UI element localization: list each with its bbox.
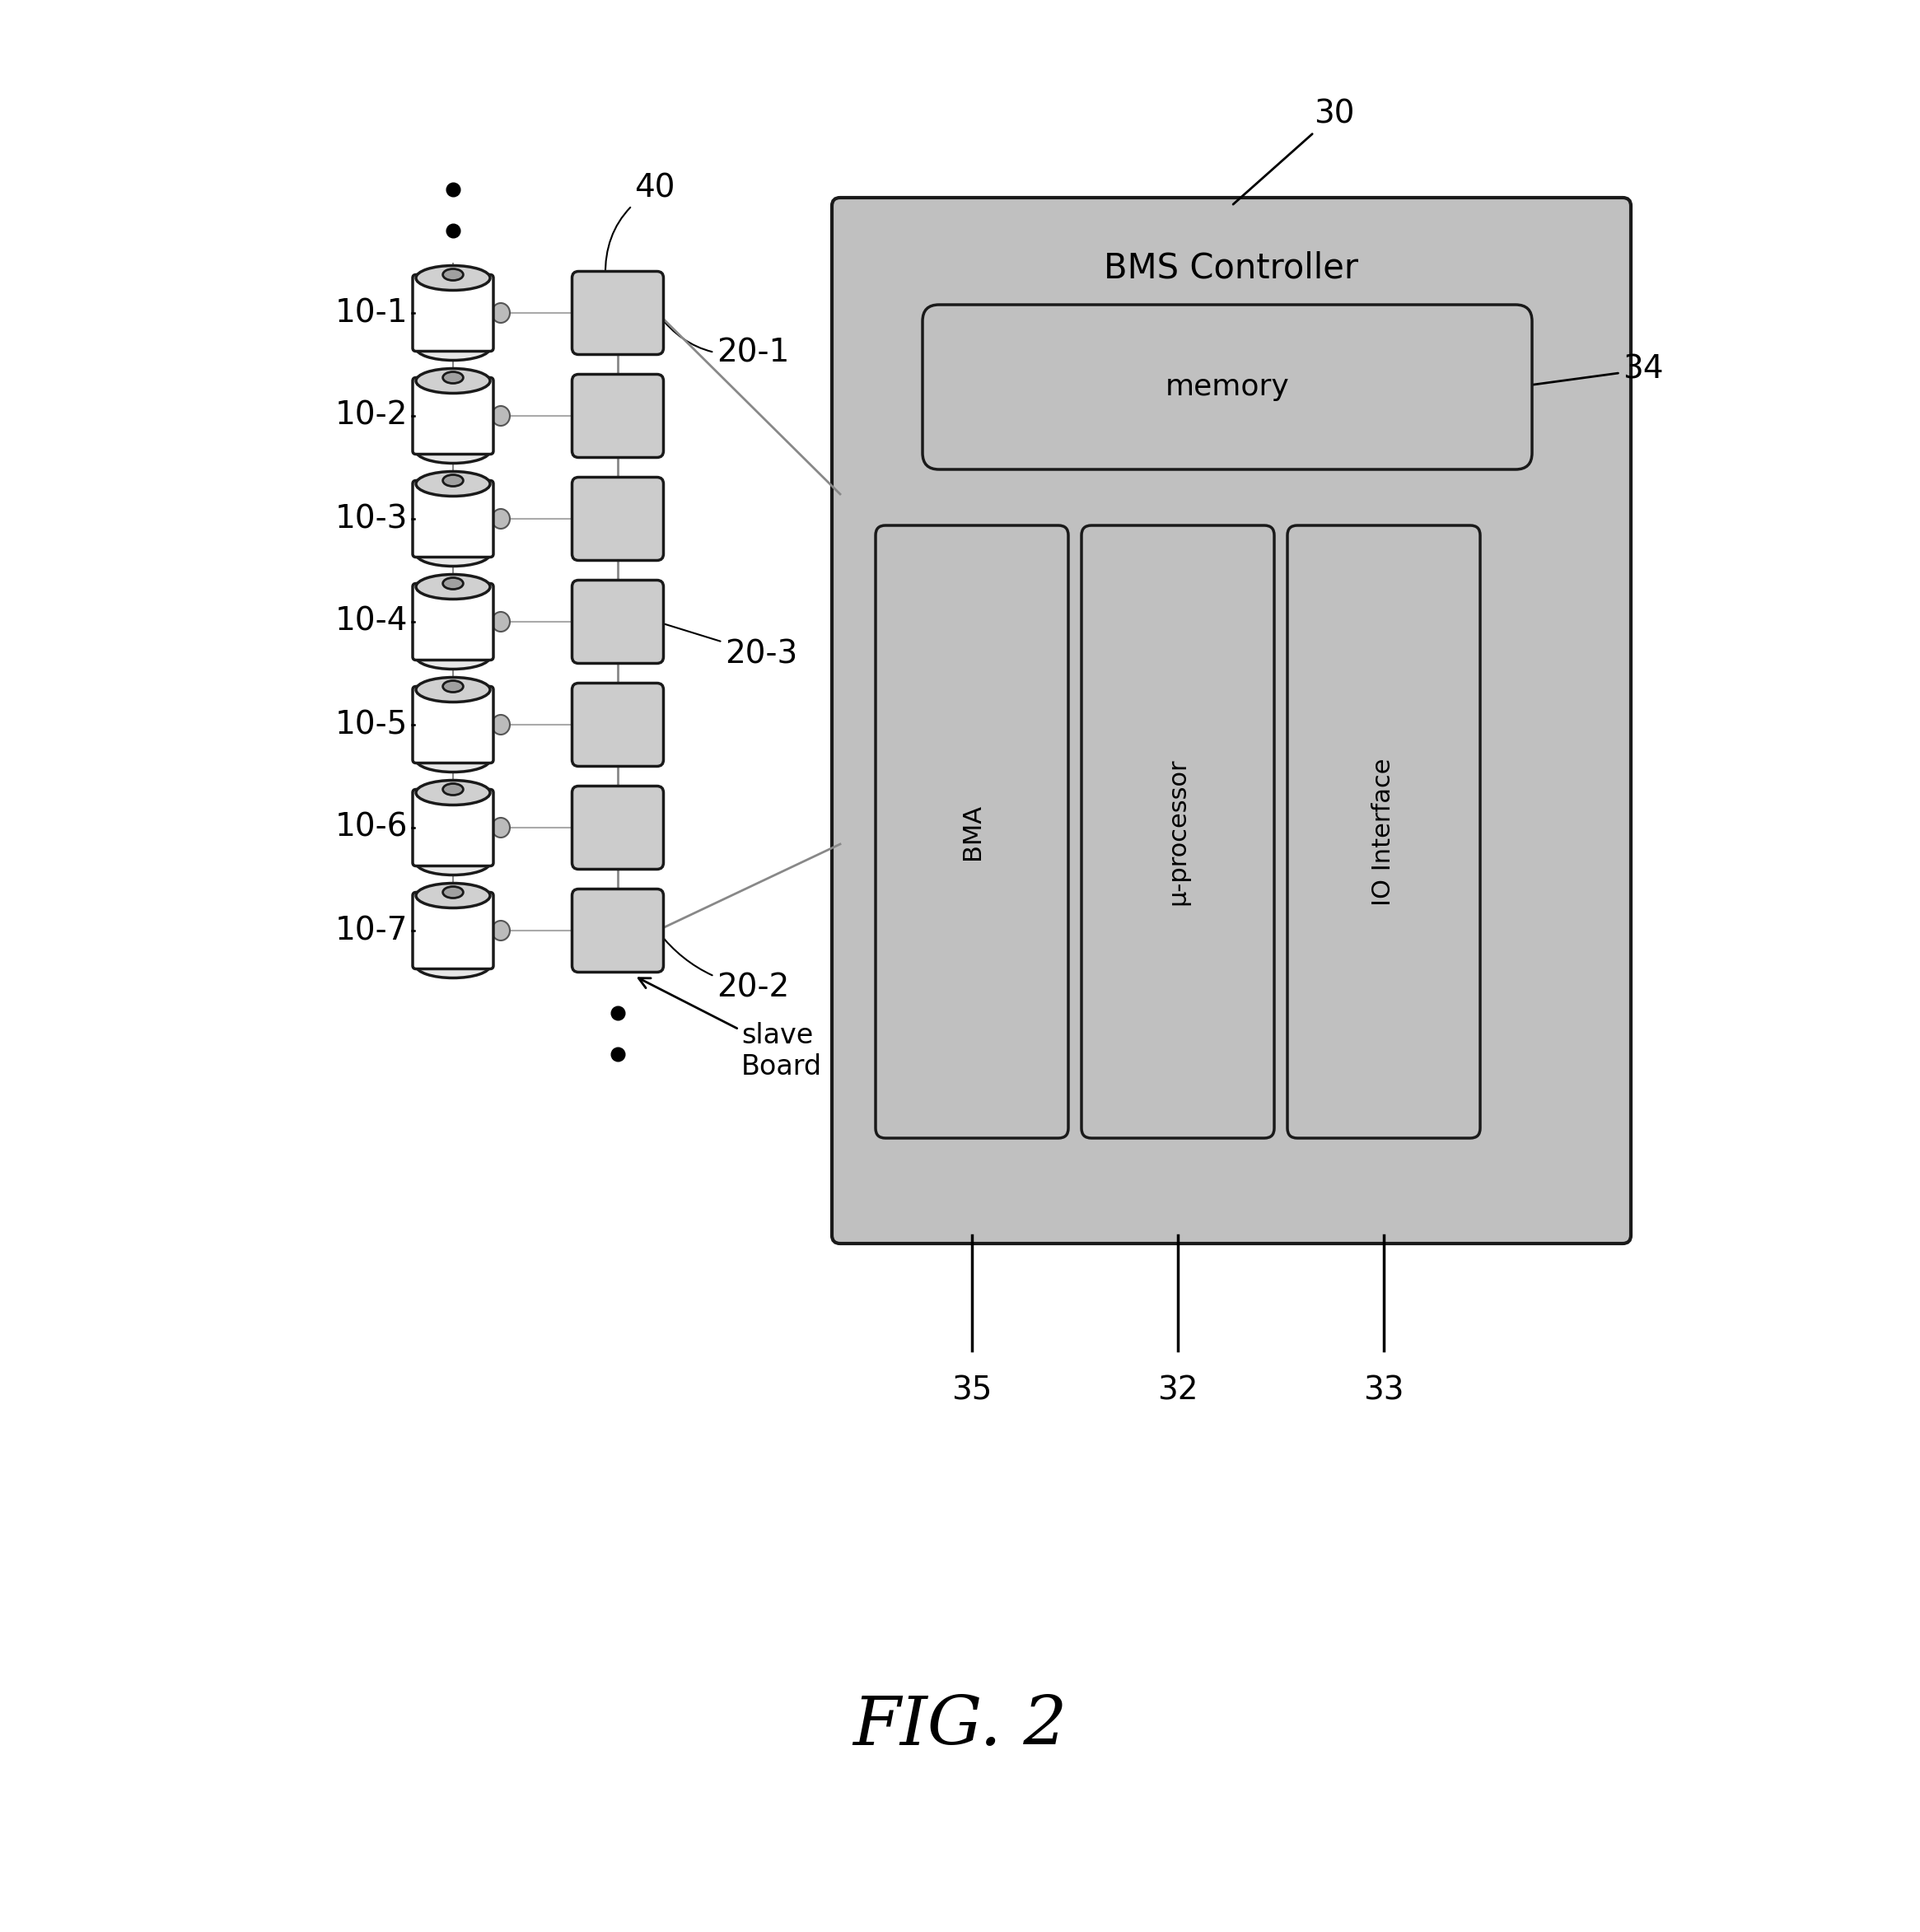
Ellipse shape: [492, 715, 511, 734]
Ellipse shape: [444, 784, 463, 796]
Ellipse shape: [492, 303, 511, 323]
Text: 10-5: 10-5: [334, 709, 407, 740]
Ellipse shape: [444, 269, 463, 280]
Text: 35: 35: [952, 1376, 993, 1406]
Ellipse shape: [417, 541, 490, 566]
FancyBboxPatch shape: [876, 526, 1068, 1138]
Ellipse shape: [417, 952, 490, 978]
Text: BMS Controller: BMS Controller: [1104, 251, 1359, 284]
Ellipse shape: [417, 645, 490, 668]
FancyBboxPatch shape: [1081, 526, 1275, 1138]
Ellipse shape: [417, 265, 490, 290]
FancyBboxPatch shape: [922, 305, 1532, 469]
Ellipse shape: [444, 680, 463, 692]
Text: 34: 34: [1519, 354, 1663, 386]
Text: 10-3: 10-3: [334, 502, 407, 535]
Text: memory: memory: [1165, 373, 1290, 402]
Text: 32: 32: [1158, 1376, 1198, 1406]
Text: 20-1: 20-1: [659, 315, 789, 369]
Text: μ-processor: μ-processor: [1165, 757, 1190, 906]
Text: FIG. 2: FIG. 2: [852, 1692, 1068, 1758]
FancyBboxPatch shape: [1288, 526, 1480, 1138]
Ellipse shape: [444, 371, 463, 383]
Ellipse shape: [417, 850, 490, 875]
FancyBboxPatch shape: [413, 893, 493, 968]
Text: 10-1: 10-1: [334, 298, 407, 328]
Ellipse shape: [492, 817, 511, 838]
FancyBboxPatch shape: [572, 786, 664, 869]
Text: 20-2: 20-2: [659, 933, 789, 1003]
Ellipse shape: [417, 748, 490, 773]
Ellipse shape: [444, 887, 463, 898]
Text: 30: 30: [1233, 99, 1354, 205]
FancyBboxPatch shape: [413, 481, 493, 556]
Ellipse shape: [492, 612, 511, 632]
Ellipse shape: [417, 678, 490, 701]
Ellipse shape: [417, 781, 490, 806]
Text: 40: 40: [605, 174, 676, 276]
Text: 20-3: 20-3: [659, 622, 797, 670]
FancyBboxPatch shape: [572, 375, 664, 458]
Text: 10-4: 10-4: [334, 607, 407, 638]
FancyBboxPatch shape: [831, 197, 1630, 1244]
Ellipse shape: [492, 922, 511, 941]
FancyBboxPatch shape: [572, 684, 664, 767]
Ellipse shape: [417, 369, 490, 394]
FancyBboxPatch shape: [572, 270, 664, 355]
Ellipse shape: [417, 471, 490, 497]
Ellipse shape: [444, 578, 463, 589]
Ellipse shape: [417, 336, 490, 359]
Text: BMA: BMA: [960, 804, 983, 860]
Text: 10-6: 10-6: [334, 811, 407, 842]
Text: IO Interface: IO Interface: [1373, 757, 1396, 906]
FancyBboxPatch shape: [572, 889, 664, 972]
Ellipse shape: [417, 439, 490, 464]
Ellipse shape: [444, 475, 463, 487]
FancyBboxPatch shape: [572, 580, 664, 663]
Text: slave
Board: slave Board: [639, 978, 822, 1080]
Text: 33: 33: [1363, 1376, 1404, 1406]
Text: 10-2: 10-2: [334, 400, 407, 431]
Ellipse shape: [492, 508, 511, 529]
FancyBboxPatch shape: [413, 377, 493, 454]
FancyBboxPatch shape: [413, 274, 493, 352]
FancyBboxPatch shape: [413, 790, 493, 866]
FancyBboxPatch shape: [413, 686, 493, 763]
FancyBboxPatch shape: [413, 583, 493, 661]
Ellipse shape: [417, 574, 490, 599]
FancyBboxPatch shape: [572, 477, 664, 560]
Text: 10-7: 10-7: [334, 916, 407, 947]
Ellipse shape: [492, 406, 511, 425]
Ellipse shape: [417, 883, 490, 908]
